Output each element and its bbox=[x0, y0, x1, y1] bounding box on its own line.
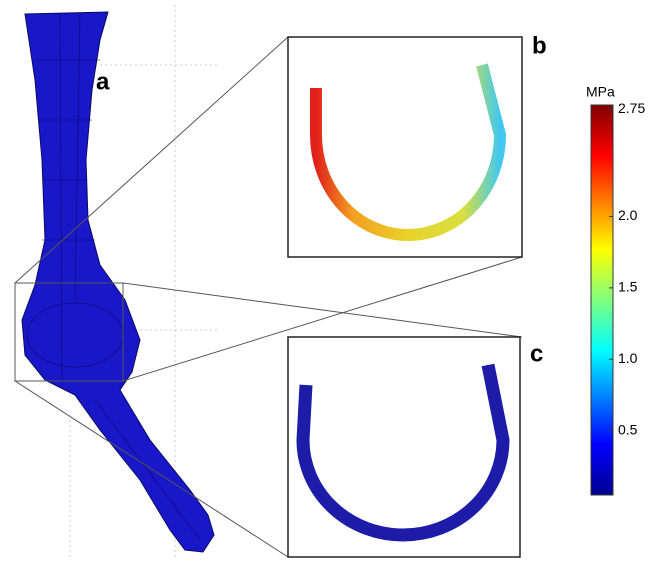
colorbar-tick-label: 2.0 bbox=[618, 207, 638, 223]
figure: a b c MPa 0.5 1.0 1.5 2.0 2.75 bbox=[0, 0, 664, 567]
panel-label: c bbox=[530, 340, 543, 367]
colorbar-tick-label: 1.0 bbox=[618, 350, 638, 366]
panel-label: b bbox=[532, 32, 547, 59]
colorbar bbox=[591, 105, 613, 495]
colorbar-tick-label: 0.5 bbox=[618, 421, 638, 437]
bone-model bbox=[22, 12, 214, 552]
colorbar-tick-label: 2.75 bbox=[618, 100, 645, 116]
panel-label: a bbox=[96, 68, 110, 95]
colorbar-tick-label: 1.5 bbox=[618, 279, 638, 295]
colorbar-unit: MPa bbox=[586, 84, 615, 100]
